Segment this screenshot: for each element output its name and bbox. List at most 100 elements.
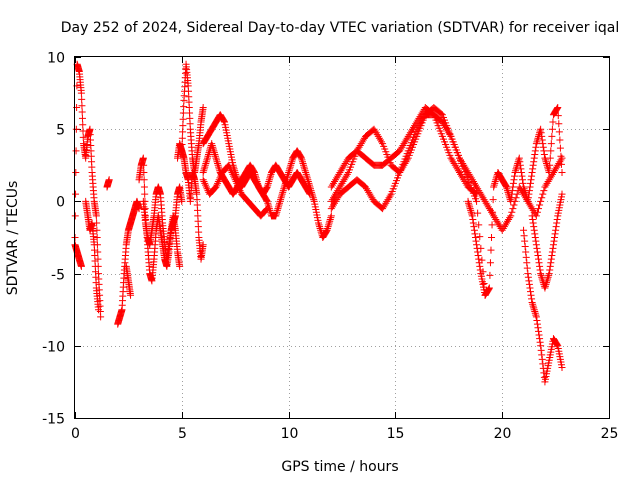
data-point xyxy=(501,221,509,229)
data-point xyxy=(546,154,554,162)
data-point xyxy=(413,118,421,126)
data-point xyxy=(204,152,212,160)
data-point xyxy=(529,165,537,173)
data-point xyxy=(342,158,350,166)
data-point xyxy=(487,246,495,254)
data-point xyxy=(327,205,335,213)
data-point xyxy=(556,144,564,152)
data-point xyxy=(201,179,209,187)
data-point xyxy=(532,313,540,321)
data-point xyxy=(300,163,308,171)
data-point xyxy=(531,234,539,241)
data-point xyxy=(518,176,526,184)
data-point xyxy=(416,113,424,121)
data-point xyxy=(365,188,373,196)
data-point xyxy=(533,138,541,146)
data-point xyxy=(547,140,555,148)
data-point xyxy=(490,181,498,189)
data-point xyxy=(300,161,308,169)
data-point xyxy=(548,125,556,133)
data-point xyxy=(213,156,221,164)
data-point xyxy=(214,178,222,186)
data-point xyxy=(400,140,408,148)
data-point xyxy=(200,167,208,175)
data-point xyxy=(541,282,549,290)
data-point xyxy=(378,138,386,146)
data-point xyxy=(533,320,541,328)
data-point xyxy=(548,248,556,256)
data-point xyxy=(530,154,538,162)
data-point xyxy=(201,163,209,171)
data-point xyxy=(338,165,346,173)
data-point xyxy=(263,205,271,213)
data-point xyxy=(253,178,261,186)
data-point xyxy=(332,176,340,184)
data-point xyxy=(485,205,493,213)
data-point xyxy=(502,183,510,191)
data-point xyxy=(414,116,422,124)
data-point xyxy=(200,165,208,173)
data-point xyxy=(544,178,552,186)
data-point xyxy=(179,122,187,130)
data-point xyxy=(341,174,349,182)
data-point xyxy=(495,221,503,229)
data-point xyxy=(466,203,474,211)
series-track-j xyxy=(178,147,207,263)
data-point xyxy=(465,201,473,209)
data-point xyxy=(262,206,270,214)
data-point xyxy=(481,197,489,205)
data-point xyxy=(555,128,563,136)
data-point xyxy=(339,163,347,171)
data-point xyxy=(286,163,294,171)
data-point xyxy=(215,176,223,184)
data-point xyxy=(305,188,313,196)
data-point xyxy=(532,237,540,245)
data-point xyxy=(442,123,450,131)
data-point xyxy=(179,128,187,136)
data-point xyxy=(286,165,294,173)
data-point xyxy=(417,111,425,119)
data-point xyxy=(460,176,468,184)
data-point xyxy=(272,210,280,218)
data-point xyxy=(280,185,288,193)
data-point xyxy=(439,120,447,128)
data-point xyxy=(262,206,270,214)
data-point xyxy=(510,201,518,209)
data-point xyxy=(470,226,478,234)
data-point xyxy=(263,197,271,205)
data-point xyxy=(462,179,470,187)
data-point xyxy=(203,154,211,162)
data-point xyxy=(226,165,234,173)
y-tick-label: -5 xyxy=(51,268,65,284)
data-point xyxy=(230,172,238,180)
data-point xyxy=(298,158,306,166)
data-point xyxy=(276,197,284,205)
data-point xyxy=(340,176,348,184)
data-point xyxy=(557,152,565,160)
data-point xyxy=(469,178,477,186)
data-point xyxy=(554,112,562,120)
data-point xyxy=(527,179,535,187)
data-point xyxy=(93,234,101,241)
data-point xyxy=(543,159,551,167)
data-point xyxy=(200,178,208,186)
data-point xyxy=(374,132,382,140)
data-point xyxy=(553,105,561,113)
data-point xyxy=(530,158,538,166)
data-point xyxy=(337,181,345,189)
data-point xyxy=(303,172,311,180)
data-point xyxy=(531,308,539,316)
data-point xyxy=(529,215,537,223)
data-point xyxy=(537,197,545,205)
data-point xyxy=(214,179,222,187)
data-point xyxy=(357,140,365,148)
data-point xyxy=(546,174,554,182)
data-point xyxy=(79,121,87,129)
data-point xyxy=(461,178,469,186)
data-point xyxy=(486,259,494,267)
data-point xyxy=(520,226,528,234)
data-point xyxy=(306,190,314,198)
data-point xyxy=(524,273,532,281)
data-point xyxy=(202,158,210,166)
data-point xyxy=(529,219,537,227)
